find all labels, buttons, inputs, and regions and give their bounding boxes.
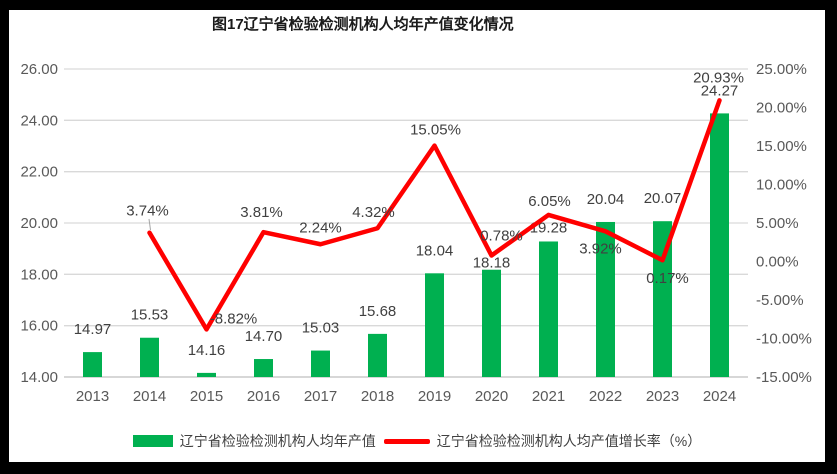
right-axis-tick-label: -5.00% bbox=[756, 292, 804, 309]
right-axis-tick-label: 20.00% bbox=[756, 100, 807, 117]
x-axis-label: 2018 bbox=[361, 388, 394, 405]
left-axis-tick-label: 18.00 bbox=[20, 266, 58, 283]
bar-value-label: 15.53 bbox=[131, 307, 169, 324]
right-axis-tick-label: 0.00% bbox=[756, 254, 799, 271]
bar bbox=[368, 333, 387, 377]
line-value-label: 0.78% bbox=[480, 227, 523, 244]
left-axis-tick-label: 26.00 bbox=[20, 61, 58, 78]
legend-line-swatch-icon bbox=[383, 438, 430, 444]
x-axis-label: 2020 bbox=[475, 388, 508, 405]
legend-bar-swatch-icon bbox=[132, 435, 173, 447]
chart-background bbox=[9, 10, 825, 462]
x-axis-label: 2015 bbox=[190, 388, 223, 405]
bar-value-label: 14.16 bbox=[188, 342, 226, 359]
trend-line bbox=[147, 98, 722, 332]
right-axis-tick-label: 15.00% bbox=[756, 138, 807, 155]
bar-value-label: 20.04 bbox=[587, 191, 625, 208]
bar bbox=[311, 350, 330, 377]
left-axis-tick-label: 16.00 bbox=[20, 318, 58, 335]
bar bbox=[140, 337, 159, 377]
line-value-label: -8.82% bbox=[210, 310, 258, 327]
bar-value-label: 15.68 bbox=[359, 303, 397, 320]
bar-value-label: 15.03 bbox=[302, 320, 340, 337]
bar bbox=[425, 273, 444, 377]
right-axis-tick-label: -10.00% bbox=[756, 331, 812, 348]
bar-value-label: 20.07 bbox=[644, 190, 682, 207]
right-axis-tick-label: 25.00% bbox=[756, 61, 807, 78]
left-axis-tick-label: 20.00 bbox=[20, 215, 58, 232]
label-leader-line bbox=[148, 218, 151, 231]
line-value-label: 6.05% bbox=[528, 193, 571, 210]
bar bbox=[710, 113, 729, 378]
bar bbox=[254, 359, 273, 377]
legend: 辽宁省检验检测机构人均年产值 辽宁省检验检测机构人均产值增长率（%） bbox=[9, 431, 825, 451]
bar-value-label: 18.04 bbox=[416, 242, 454, 259]
legend-line-label: 辽宁省检验检测机构人均产值增长率（%） bbox=[436, 433, 702, 449]
x-axis-label: 2014 bbox=[133, 388, 166, 405]
bar bbox=[482, 269, 501, 377]
chart-title: 图17辽宁省检验检测机构人均年产值变化情况 bbox=[212, 16, 514, 33]
bar-value-label: 18.18 bbox=[473, 255, 511, 272]
line-value-label: 3.74% bbox=[126, 203, 169, 220]
bar-value-label: 14.97 bbox=[74, 321, 112, 338]
left-axis-tick-label: 22.00 bbox=[20, 164, 58, 181]
left-axis-tick-label: 24.00 bbox=[20, 112, 58, 129]
line-value-label: 20.93% bbox=[693, 69, 744, 86]
bar bbox=[83, 352, 102, 377]
x-axis-label: 2023 bbox=[646, 388, 679, 405]
right-axis-tick-label: -15.00% bbox=[756, 369, 812, 386]
x-axis-label: 2022 bbox=[589, 388, 622, 405]
line-value-label: 0.17% bbox=[646, 270, 689, 287]
bar bbox=[197, 372, 216, 377]
bar-value-label: 24.27 bbox=[701, 82, 739, 99]
line-value-label: 15.05% bbox=[410, 122, 461, 139]
legend-bar-label: 辽宁省检验检测机构人均年产值 bbox=[179, 433, 376, 449]
bar bbox=[539, 241, 558, 377]
bar bbox=[596, 221, 615, 377]
line-value-label: 4.32% bbox=[352, 204, 395, 221]
bar-value-label: 14.70 bbox=[245, 328, 283, 345]
line-value-label: 2.24% bbox=[299, 219, 342, 236]
line-value-label: 3.81% bbox=[240, 204, 283, 221]
right-axis-tick-label: 5.00% bbox=[756, 215, 799, 232]
x-axis-label: 2021 bbox=[532, 388, 565, 405]
x-axis-label: 2019 bbox=[418, 388, 451, 405]
line-value-label: 3.92% bbox=[579, 240, 622, 257]
x-axis-label: 2013 bbox=[76, 388, 109, 405]
left-axis-tick-label: 14.00 bbox=[20, 369, 58, 386]
right-axis-tick-label: 10.00% bbox=[756, 177, 807, 194]
x-axis-label: 2016 bbox=[247, 388, 280, 405]
x-axis-label: 2024 bbox=[703, 388, 736, 405]
x-axis-label: 2017 bbox=[304, 388, 337, 405]
